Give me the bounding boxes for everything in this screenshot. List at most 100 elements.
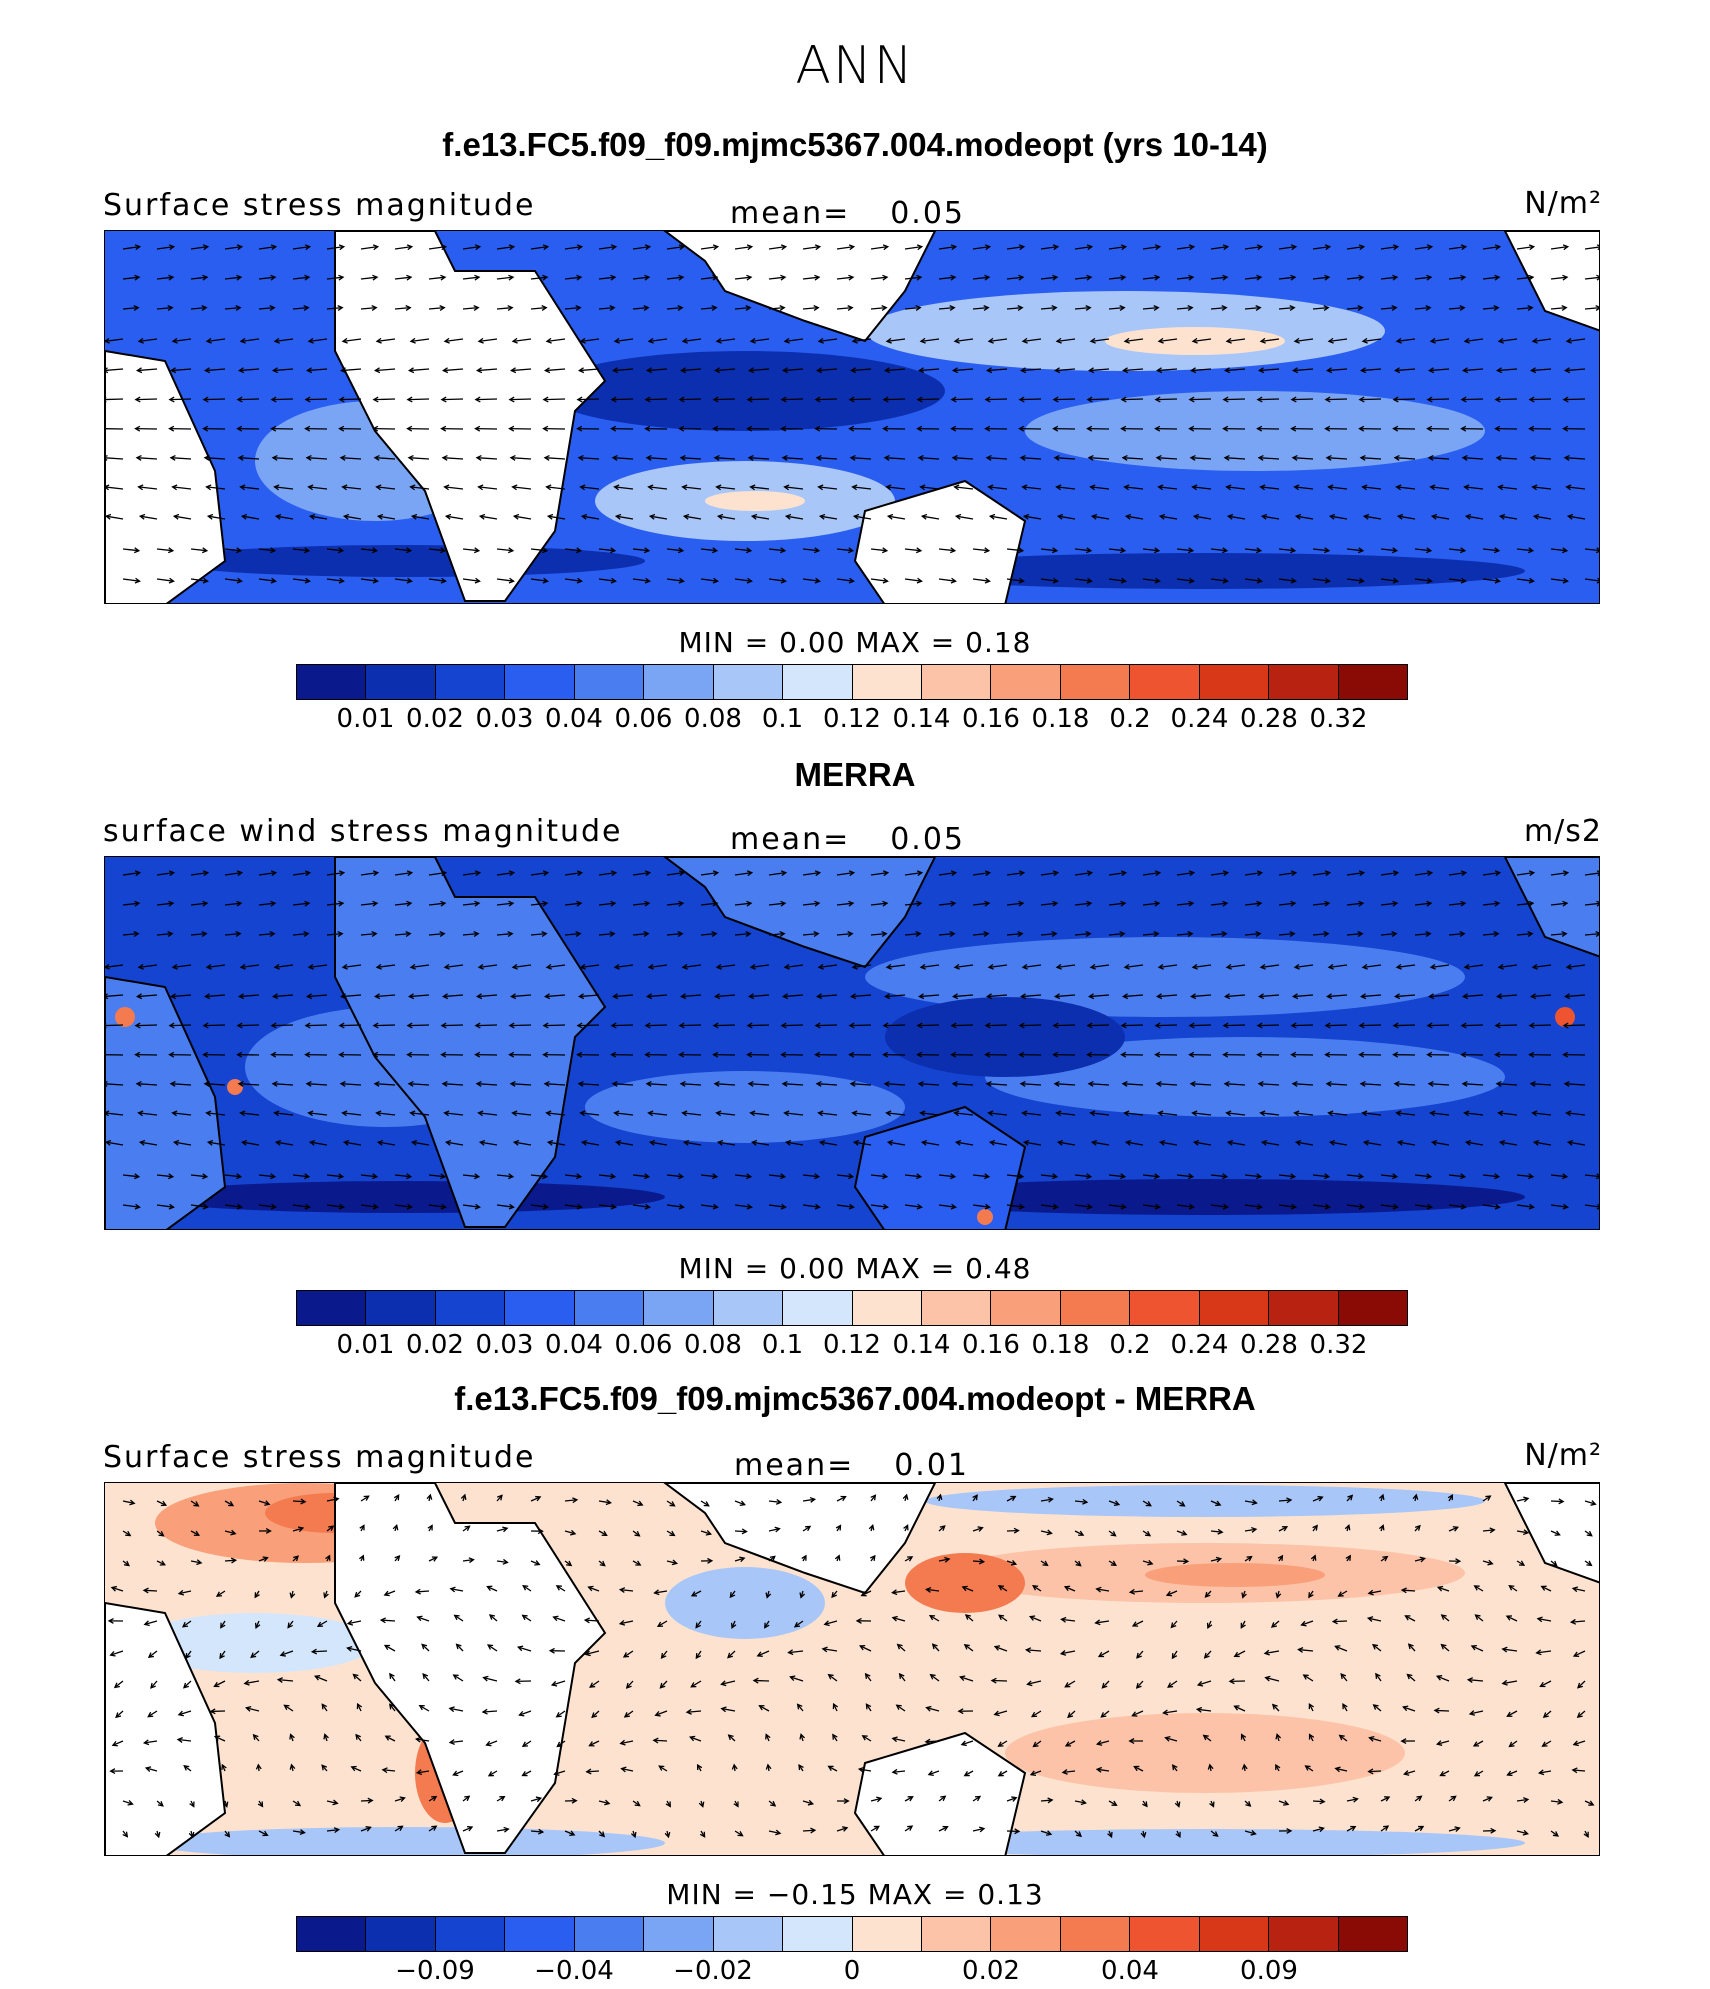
wind-vector (904, 1825, 913, 1832)
wind-vector-head (273, 963, 280, 970)
wind-vector-head (1010, 1495, 1017, 1502)
wind-vector-head (270, 577, 277, 584)
wind-vector (1550, 872, 1568, 876)
wind-vector-head (746, 425, 753, 432)
wind-vector-head (1291, 367, 1299, 374)
wind-vector-head (323, 1733, 329, 1740)
wind-vector-head (257, 1801, 264, 1808)
wind-vector (904, 578, 922, 582)
wind-vector-head (474, 870, 482, 877)
wind-vector-head (1318, 1826, 1325, 1833)
wind-vector (489, 1614, 498, 1622)
wind-vector-head (105, 337, 110, 344)
wind-vector-head (1403, 1770, 1410, 1776)
wind-vector-head (168, 274, 175, 281)
wind-vector (487, 1644, 498, 1652)
wind-vector-head (1162, 1709, 1169, 1716)
wind-vector (1429, 994, 1450, 998)
wind-vector (1414, 902, 1432, 906)
wind-vector (375, 368, 396, 372)
wind-vector (987, 368, 1008, 372)
wind-vector (682, 1112, 702, 1116)
wind-vector-head (1392, 900, 1399, 907)
wind-vector (530, 1830, 543, 1833)
wind-vector-head (1539, 1681, 1546, 1688)
wind-vector (990, 1141, 1008, 1146)
wind-vector-head (671, 1559, 679, 1566)
wind-vector-head (105, 1080, 108, 1087)
colorbar-swatch (1199, 665, 1270, 699)
wind-vector-head (832, 1702, 839, 1710)
wind-vector-head (213, 1735, 221, 1741)
wind-vector-head (1590, 1500, 1597, 1506)
wind-vector-head (1064, 1682, 1071, 1688)
wind-vector (1375, 1673, 1382, 1682)
wind-vector (172, 486, 192, 490)
wind-vector-head (907, 1556, 914, 1562)
wind-vector (112, 1740, 124, 1746)
wind-vector-head (1245, 1801, 1252, 1807)
wind-vector-head (1086, 870, 1094, 877)
wind-vector (1541, 1585, 1552, 1592)
wind-vector (1019, 398, 1042, 401)
wind-vector (1123, 368, 1144, 372)
wind-vector (1550, 1500, 1564, 1503)
wind-vector-head (1052, 577, 1059, 584)
wind-vector (1087, 1024, 1110, 1027)
wind-vector (407, 1024, 430, 1027)
panel-1-mean-value: 0.05 (890, 196, 966, 231)
wind-vector (1259, 368, 1280, 372)
wind-vector (892, 1737, 906, 1742)
wind-vector (205, 994, 226, 998)
wind-vector (1572, 1769, 1586, 1772)
wind-vector-head (409, 337, 416, 344)
wind-vector-head (817, 337, 824, 344)
wind-vector-head (105, 1139, 112, 1146)
colorbar-tick: 0.06 (614, 1330, 673, 1360)
wind-vector-head (1018, 425, 1025, 432)
wind-vector-head (1531, 337, 1538, 344)
wind-vector (666, 1530, 675, 1536)
wind-vector (1244, 1174, 1261, 1178)
wind-vector (543, 398, 566, 401)
wind-vector (1278, 1499, 1292, 1502)
wind-vector (734, 1500, 745, 1506)
wind-vector (580, 338, 600, 342)
wind-vector-head (414, 1736, 422, 1743)
wind-vector-head (690, 1591, 698, 1597)
wind-vector-head (464, 1795, 471, 1802)
wind-vector (938, 307, 955, 310)
wind-vector-head (1187, 931, 1194, 937)
wind-vector-head (537, 1828, 545, 1835)
wind-vector-head (304, 425, 311, 432)
wind-vector-head (516, 1645, 524, 1652)
wind-vector-head (535, 1796, 543, 1803)
wind-vector-field (105, 244, 1599, 584)
wind-vector-head (645, 454, 652, 461)
wind-vector (632, 548, 649, 552)
wind-vector-head (202, 1022, 209, 1029)
wind-vector (1328, 964, 1348, 968)
wind-vector-head (1362, 1139, 1370, 1146)
wind-vector (105, 1112, 124, 1116)
wind-vector-head (688, 1735, 696, 1742)
wind-vector-head (169, 993, 177, 1000)
wind-vector-head (1324, 1022, 1331, 1029)
wind-vector (645, 1024, 668, 1027)
wind-vector (613, 368, 634, 372)
wind-vector-head (848, 1203, 855, 1210)
wind-vector (632, 578, 650, 582)
wind-vector-head (1055, 1110, 1062, 1117)
wind-vector (172, 1112, 192, 1116)
wind-vector (1497, 994, 1518, 998)
wind-vector (326, 307, 343, 310)
wind-vector-head (137, 963, 144, 970)
wind-vector (1516, 902, 1534, 906)
wind-vector-head (576, 870, 584, 877)
wind-vector (1380, 902, 1398, 906)
wind-vector-head (881, 305, 888, 311)
wind-vector-head (521, 1614, 528, 1621)
wind-vector-head (375, 963, 382, 970)
wind-vector (1414, 933, 1431, 936)
wind-vector (836, 933, 853, 936)
